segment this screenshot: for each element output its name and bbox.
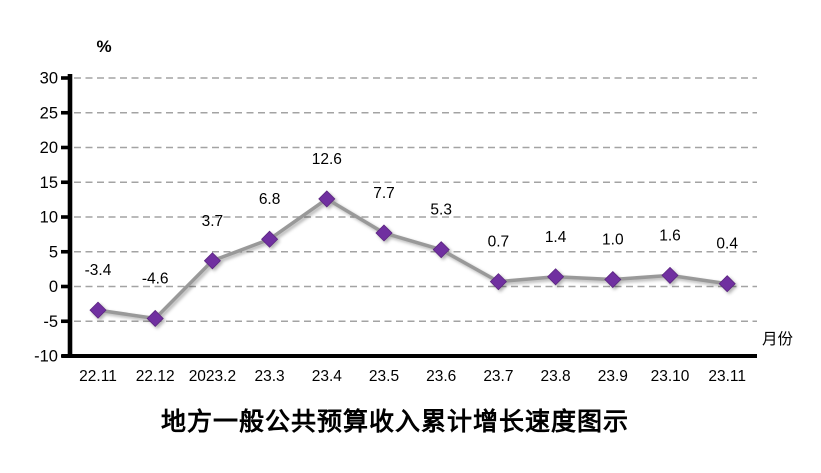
gridlines: [74, 77, 757, 322]
series-line: [97, 197, 728, 321]
x-tick-label: 23.7: [483, 368, 513, 385]
x-axis-tick-labels: 22.11 22.12 2023.2 23.3 23.4 23.5 23.6 23.7 23.8…: [79, 368, 746, 385]
axes: [61, 74, 757, 358]
x-tick-label: 23.9: [598, 368, 628, 385]
x-tick-label: 23.10: [651, 368, 690, 385]
data-series: [89, 190, 736, 328]
data-label: 1.4: [545, 229, 567, 246]
data-label: 1.6: [659, 227, 681, 244]
data-label: 0.4: [716, 236, 738, 253]
y-tick-label: 30: [40, 70, 58, 88]
data-label: 12.6: [312, 151, 342, 168]
data-point-marker: [489, 273, 507, 291]
x-tick-label: 23.6: [426, 368, 456, 385]
y-tick-label: 5: [49, 243, 58, 261]
data-point-marker: [604, 270, 622, 289]
data-label: 1.0: [602, 232, 624, 249]
data-point-marker: [261, 230, 279, 248]
data-point-marker: [203, 252, 221, 270]
data-point-marker: [547, 268, 565, 286]
x-tick-label: 22.12: [136, 368, 175, 385]
y-tick-label: 25: [40, 104, 58, 122]
y-tick-label: -5: [43, 313, 58, 331]
data-label: 0.7: [488, 234, 510, 251]
data-point-marker: [718, 275, 736, 293]
y-tick-label: 15: [40, 174, 58, 192]
data-label: 6.8: [259, 191, 281, 208]
data-point-marker: [318, 190, 336, 208]
data-label: -4.6: [142, 270, 169, 287]
data-label: -3.4: [85, 262, 112, 279]
chart-title: 地方一般公共预算收入累计增长速度图示: [160, 409, 629, 436]
x-tick-label: 23.8: [541, 368, 571, 385]
y-tick-label: -10: [34, 348, 58, 366]
data-point-marker: [89, 301, 107, 319]
y-tick-label: 0: [49, 278, 58, 296]
data-point-marker: [661, 266, 679, 284]
data-point-marker: [432, 241, 450, 259]
data-label: 3.7: [202, 213, 224, 230]
y-tick-label: 10: [40, 209, 58, 227]
x-tick-label: 23.3: [255, 368, 285, 385]
data-labels: -3.4 -4.6 3.7 6.8 12.6 7.7 5.3 0.7 1.4 1.0 1.6 0.4: [85, 151, 739, 288]
x-tick-label: 23.5: [369, 368, 399, 385]
x-tick-label: 2023.2: [189, 368, 236, 385]
data-point-marker: [146, 309, 164, 328]
y-tick-label: 20: [40, 139, 58, 157]
data-label: 5.3: [430, 202, 452, 219]
x-tick-label: 23.11: [708, 368, 746, 385]
x-axis-title: 月份: [762, 330, 794, 348]
y-axis-tick-labels: 30 25 20 15 10 5 0 -5 -10: [34, 70, 58, 366]
y-axis-unit-label: %: [96, 37, 111, 56]
x-tick-label: 23.4: [312, 368, 343, 385]
data-label: 7.7: [373, 185, 395, 202]
x-tick-label: 22.11: [79, 368, 117, 385]
data-point-marker: [375, 224, 393, 242]
